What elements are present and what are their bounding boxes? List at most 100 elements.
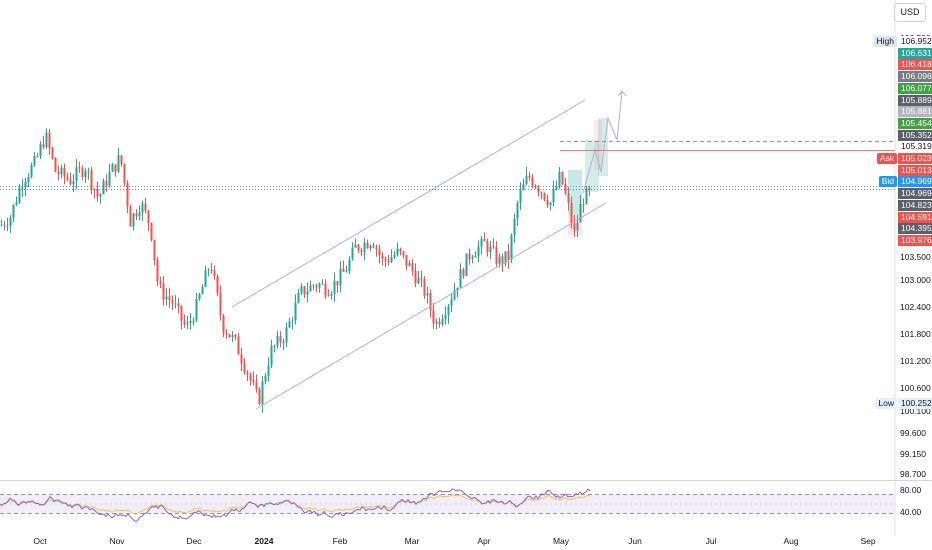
candle-body [525,175,528,185]
candle-body [372,245,375,248]
candle-body [303,286,306,295]
candle-body [57,171,60,175]
candle-body [579,204,582,223]
candle-body [411,263,414,271]
price-tag-side-label: Bid [878,176,897,188]
long-position-loss [568,215,582,235]
candle-body [30,164,33,177]
candle-body [165,296,168,300]
candle-body [348,259,351,272]
candle-body [534,185,537,188]
candle-body [120,155,123,165]
price-axis-tick: 99.150 [900,448,926,459]
candle-body [234,334,237,337]
price-axis-tick: 101.800 [900,328,931,339]
candle-body [315,285,318,288]
candle-body [492,246,495,248]
candle-body [288,321,291,328]
candle-body [414,270,417,284]
candle-body [450,299,453,307]
candle-body [489,246,492,253]
currency-button[interactable]: USD [894,3,926,22]
candle-body [156,260,159,282]
candle-body [180,306,183,321]
candle-body [309,285,312,292]
price-tag: 105.889 [898,94,932,106]
candle-body [258,389,261,404]
candle-body [510,235,513,260]
candles [0,128,591,413]
price-tag: 104.823 [898,199,932,211]
time-axis-label: Mar [404,536,420,546]
price-tag: 105.319 [898,141,932,153]
candle-body [267,365,270,377]
candle-body [399,248,402,252]
candle-body [561,171,564,184]
price-chart[interactable] [0,0,932,481]
candle-body [342,268,345,272]
candle-body [231,334,234,338]
candle-body [3,224,6,226]
candle-body [480,238,483,247]
candle-body [252,379,255,382]
candle-body [207,269,210,271]
price-tag-side-label: Ask [876,153,897,164]
price-tag: 104.591 [898,211,932,223]
rsi-pane[interactable] [0,481,932,536]
candle-body [198,294,201,299]
candle-body [18,188,21,203]
candle-body [192,320,195,322]
candle-body [75,167,78,182]
candle-body [123,164,126,184]
candle-body [588,188,591,190]
candle-body [264,376,267,382]
candle-body [126,183,129,207]
candle-body [465,253,468,276]
candle-body [162,284,165,300]
candle-body [576,222,579,231]
candle-body [558,171,561,187]
candle-body [486,241,489,253]
candle-body [195,298,198,321]
candle-body [471,257,474,260]
candle-body [366,242,369,249]
candle-body [585,188,588,205]
candle-body [42,144,45,148]
candle-body [426,293,429,296]
candle-body [39,144,42,156]
candle-body [168,296,171,300]
price-tag: 106.096 [898,71,932,83]
time-axis-label: Sep [860,536,876,546]
candle-body [99,194,102,197]
price-tag: 105.881 [898,106,932,118]
low-price-tag: 100.252 [898,398,932,409]
candle-body [318,284,321,288]
candle-body [24,182,27,188]
candle-body [483,238,486,242]
candle-body [306,291,309,295]
candle-body [45,132,48,148]
candle-body [438,321,441,325]
candle-body [0,224,3,226]
candle-body [324,283,327,296]
candle-body [462,269,465,276]
candle-body [171,299,174,304]
candle-body [189,321,192,324]
candle-body [327,295,330,297]
time-axis-label: Aug [783,536,799,546]
candle-body [435,321,438,324]
price-tag: 104.969 [898,188,932,200]
candle-body [225,332,228,335]
candle-body [516,203,519,219]
candle-body [321,283,324,285]
candle-body [6,225,9,227]
candle-body [141,203,144,213]
candle-body [381,255,384,259]
projection-box-3 [594,120,602,170]
time-axis-label: Nov [109,536,125,546]
candle-body [177,303,180,307]
time-axis-label: Oct [33,536,47,546]
candle-body [369,245,372,249]
candle-body [36,155,39,157]
